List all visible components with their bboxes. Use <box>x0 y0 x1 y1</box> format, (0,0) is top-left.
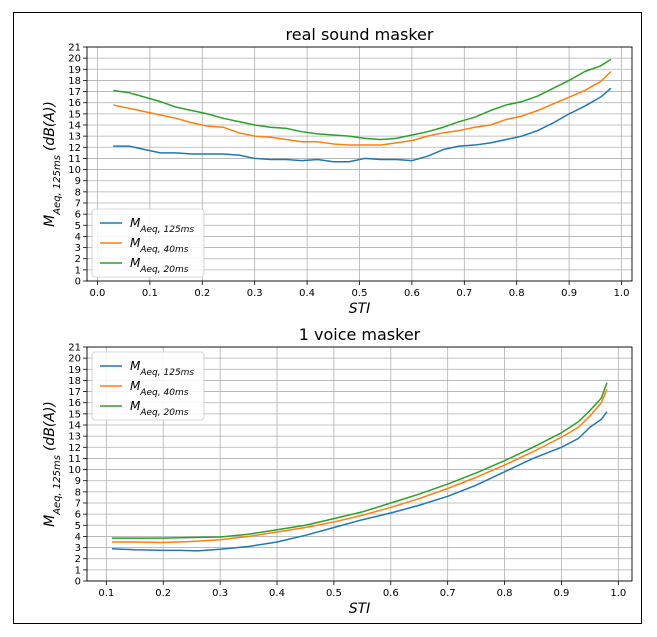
legend-box <box>91 208 205 278</box>
x-tick-label: 0.4 <box>299 288 315 299</box>
chart-title: real sound masker <box>286 25 434 44</box>
y-tick-label: 7 <box>75 199 81 210</box>
plot-area <box>86 346 633 582</box>
x-tick-label: 0.2 <box>155 588 171 599</box>
legend-label: MAeq, 125ms <box>130 359 194 378</box>
x-tick-label: 0.0 <box>90 288 106 299</box>
y-tick-label: 4 <box>75 232 81 243</box>
x-tick-label: 0.7 <box>456 288 472 299</box>
series-line-2 <box>112 382 608 539</box>
y-tick-label: 6 <box>75 510 81 521</box>
x-tick-label: 0.9 <box>554 588 570 599</box>
y-tick-label: 8 <box>75 487 81 498</box>
x-tick-label: 1.0 <box>610 588 626 599</box>
x-tick-label: 0.6 <box>404 288 420 299</box>
legend-label: MAeq, 40ms <box>130 236 189 255</box>
y-tick-label: 15 <box>68 109 81 120</box>
y-tick-label: 13 <box>68 432 81 443</box>
y-tick-label: 11 <box>68 154 81 165</box>
x-tick-label: 0.1 <box>142 288 158 299</box>
y-tick-label: 10 <box>68 165 81 176</box>
x-tick-label: 1.0 <box>614 288 630 299</box>
chart-1: 0.1 0.2 0.3 0.4 0.5 0.6 0.7 0.8 0.9 1.00123456789… <box>42 325 633 617</box>
y-tick-label: 17 <box>68 87 81 98</box>
y-tick-label: 12 <box>68 443 81 454</box>
y-tick-label: 10 <box>68 465 81 476</box>
x-tick-label: 0.1 <box>98 588 114 599</box>
y-tick-label: 11 <box>68 454 81 465</box>
series-line-1 <box>112 389 608 544</box>
x-tick-label: 0.4 <box>269 588 285 599</box>
x-tick-label: 0.9 <box>561 288 577 299</box>
chart-title: 1 voice masker <box>299 325 421 344</box>
y-tick-label: 20 <box>68 54 81 65</box>
series-line-2 <box>113 58 612 141</box>
y-tick-label: 2 <box>75 554 81 565</box>
x-tick-label: 0.8 <box>509 288 525 299</box>
y-tick-label: 9 <box>75 476 81 487</box>
y-tick-label: 14 <box>68 121 81 132</box>
y-tick-label: 20 <box>68 354 81 365</box>
y-tick-label: 2 <box>75 254 81 265</box>
y-tick-label: 6 <box>75 210 81 221</box>
x-tick-label: 0.6 <box>383 588 399 599</box>
y-tick-label: 21 <box>68 43 81 54</box>
y-tick-label: 5 <box>75 221 81 232</box>
y-tick-label: 4 <box>75 532 81 543</box>
y-axis-label: MAeq, 125ms(dB(A)) <box>42 401 63 527</box>
y-tick-label: 1 <box>75 565 81 576</box>
y-tick-label: 18 <box>68 376 81 387</box>
x-axis-label: STI <box>349 301 371 317</box>
y-tick-label: 12 <box>68 143 81 154</box>
x-tick-label: 0.5 <box>352 288 368 299</box>
y-tick-label: 16 <box>68 98 81 109</box>
series-line-0 <box>113 87 612 163</box>
x-tick-label: 0.8 <box>497 588 513 599</box>
y-tick-label: 7 <box>75 499 81 510</box>
y-tick-label: 8 <box>75 187 81 198</box>
y-tick-label: 14 <box>68 421 81 432</box>
legend-box <box>91 351 205 421</box>
figure-border <box>13 12 642 624</box>
chart-0: 0.0 0.1 0.2 0.3 0.4 0.5 0.6 0.7 0.8 0.9 1.00123456… <box>42 25 633 317</box>
series-line-1 <box>113 70 612 146</box>
legend-label: MAeq, 40ms <box>130 379 189 398</box>
x-tick-label: 0.3 <box>247 288 263 299</box>
y-tick-label: 3 <box>75 543 81 554</box>
y-tick-label: 19 <box>68 65 81 76</box>
y-tick-label: 3 <box>75 243 81 254</box>
y-tick-label: 13 <box>68 132 81 143</box>
y-tick-label: 19 <box>68 365 81 376</box>
legend-label: MAeq, 20ms <box>130 256 189 275</box>
y-axis-label: MAeq, 125ms(dB(A)) <box>42 101 63 227</box>
x-tick-label: 0.2 <box>194 288 210 299</box>
legend-label: MAeq, 20ms <box>130 399 189 418</box>
x-axis-label: STI <box>349 601 371 617</box>
y-tick-label: 21 <box>68 343 81 354</box>
y-tick-label: 17 <box>68 387 81 398</box>
x-tick-label: 0.5 <box>326 588 342 599</box>
y-tick-label: 18 <box>68 76 81 87</box>
y-tick-label: 0 <box>75 577 81 588</box>
legend-label: MAeq, 125ms <box>130 216 194 235</box>
x-tick-label: 0.7 <box>440 588 456 599</box>
series-line-0 <box>111 411 608 552</box>
y-tick-label: 16 <box>68 398 81 409</box>
y-tick-label: 5 <box>75 521 81 532</box>
y-tick-label: 0 <box>75 277 81 288</box>
x-tick-label: 0.3 <box>212 588 228 599</box>
y-tick-label: 15 <box>68 409 81 420</box>
y-tick-label: 9 <box>75 176 81 187</box>
y-tick-label: 1 <box>75 265 81 276</box>
